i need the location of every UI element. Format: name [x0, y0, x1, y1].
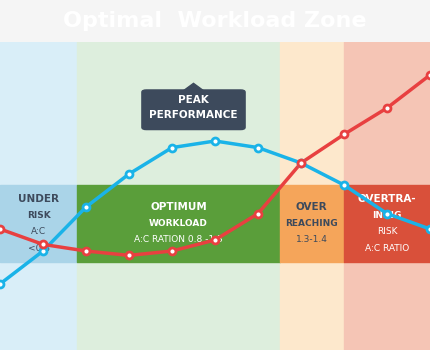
Text: Optimal  Workload Zone: Optimal Workload Zone: [63, 11, 367, 31]
Text: RISK: RISK: [27, 211, 51, 220]
Text: <0.8: <0.8: [28, 244, 50, 253]
Text: 1.3-1.4: 1.3-1.4: [296, 236, 328, 245]
Text: OVER: OVER: [296, 202, 328, 212]
Text: REACHING: REACHING: [286, 219, 338, 228]
FancyBboxPatch shape: [142, 90, 245, 130]
Text: OVERTRA-: OVERTRA-: [358, 194, 416, 204]
Text: INING: INING: [372, 211, 402, 220]
Text: A:C RATIO: A:C RATIO: [365, 244, 409, 253]
Text: WORKLOAD: WORKLOAD: [149, 219, 208, 228]
Text: A:C RATION 0.8 -1.3: A:C RATION 0.8 -1.3: [134, 236, 223, 245]
Text: A:C: A:C: [31, 227, 46, 236]
Text: PEAK
PERFORMANCE: PEAK PERFORMANCE: [149, 95, 238, 120]
Polygon shape: [181, 83, 206, 92]
Text: UNDER: UNDER: [18, 194, 59, 204]
Text: RISK: RISK: [377, 227, 397, 236]
Text: OPTIMUM: OPTIMUM: [150, 202, 207, 212]
